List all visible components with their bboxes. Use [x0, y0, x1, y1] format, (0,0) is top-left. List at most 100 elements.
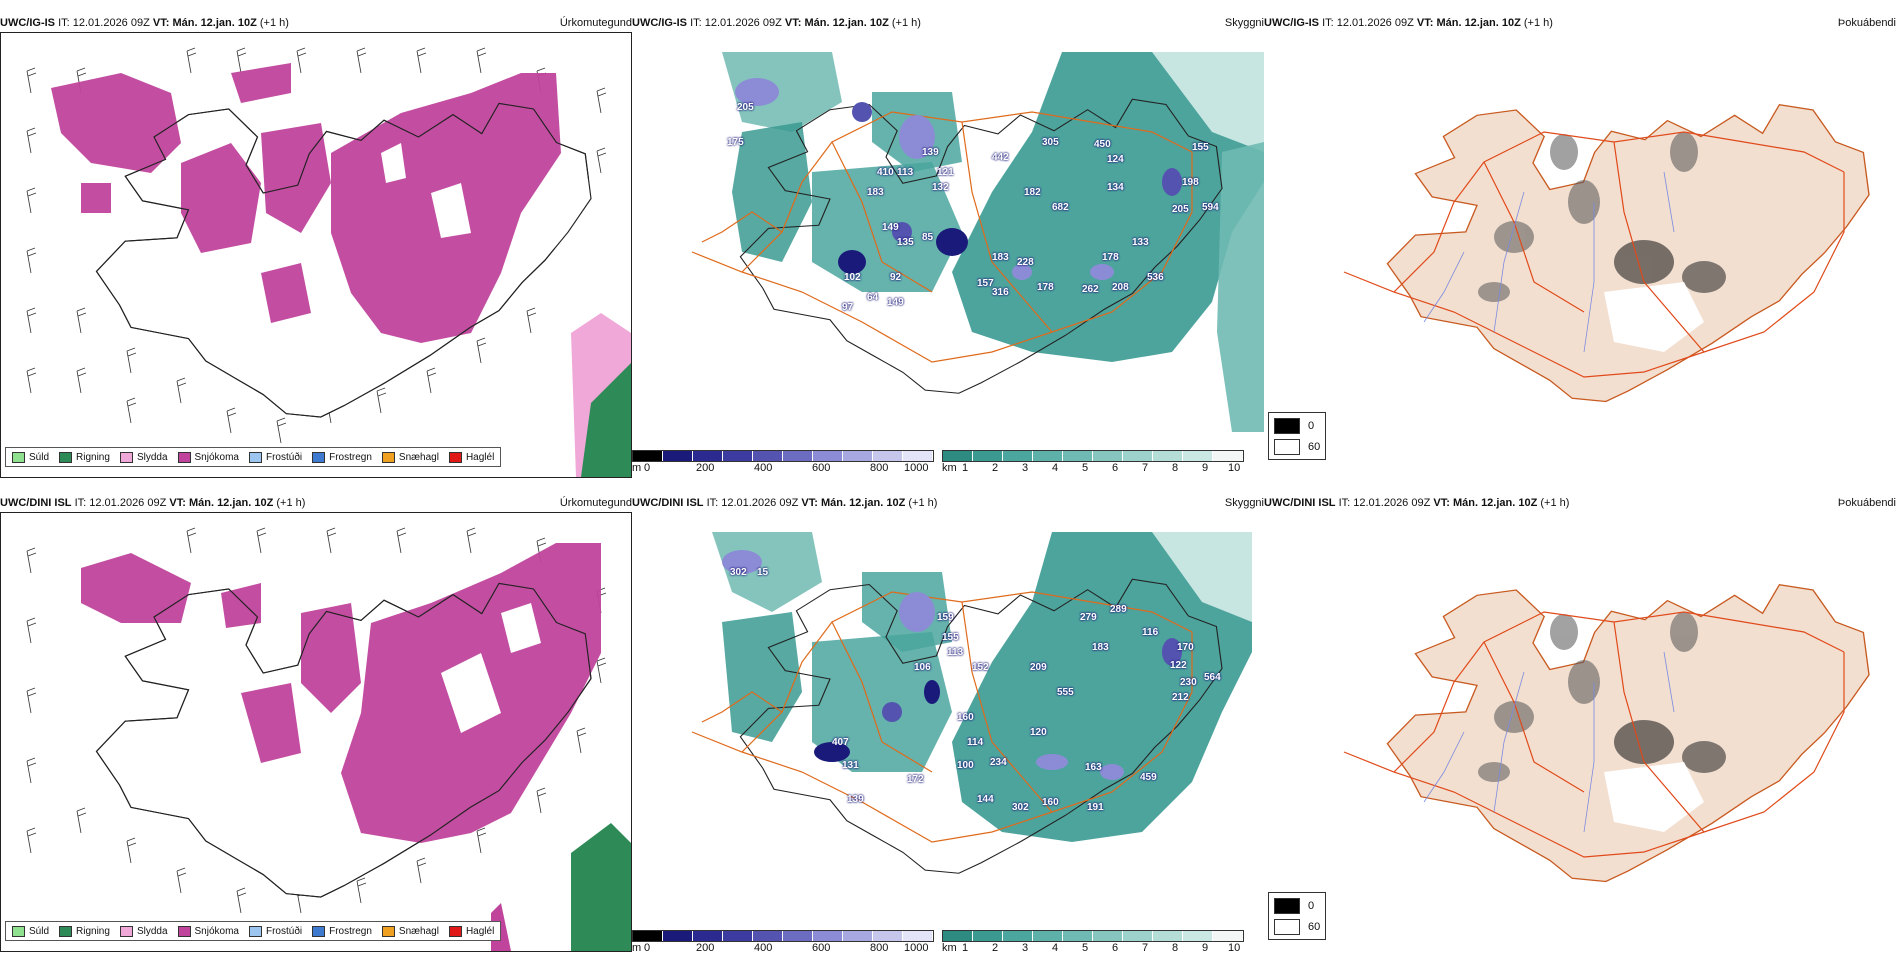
- river-network: [1423, 171, 1675, 353]
- legend-label: 0: [1308, 900, 1315, 912]
- cloudbase-label: 139: [847, 794, 864, 805]
- valid-time: Mán. 12.jan. 10Z: [188, 497, 274, 509]
- cloudbase-label: 182: [1024, 187, 1041, 198]
- road-network: [1343, 611, 1845, 858]
- init-time-label: IT:: [690, 17, 702, 29]
- cloudbase-label: 152: [972, 662, 989, 673]
- forecast-step: (+1 h): [1540, 497, 1570, 509]
- panel-header: UWC/DINI ISL IT: 12.01.2026 09Z VT: Mán.…: [632, 494, 1264, 512]
- legend-swatch: [119, 451, 133, 463]
- cloudbase-label: 191: [1087, 802, 1104, 813]
- legend-swatch: [1274, 919, 1300, 935]
- visibility-tick: 3: [1022, 942, 1029, 954]
- cloudbase-label: 175: [727, 137, 744, 148]
- cloudbase-label: 230: [1180, 677, 1197, 688]
- cloudbase-label: 102: [844, 272, 861, 283]
- legend-swatch: [448, 451, 462, 463]
- fog-legend-top: 0 60: [1268, 412, 1326, 460]
- cloudbase-label: 113: [947, 647, 964, 658]
- init-time-label: IT:: [1322, 17, 1334, 29]
- visibility-tick: 8: [1172, 942, 1179, 954]
- cloudbase-label: 208: [1112, 282, 1129, 293]
- cloudbase-label: 133: [1132, 237, 1149, 248]
- legend-item-sudl: Súld: [12, 925, 50, 937]
- model-name: UWC/DINI ISL: [632, 497, 704, 509]
- legend-label: Súld: [29, 451, 50, 463]
- cloudbase-label: 170: [1177, 642, 1194, 653]
- valid-time-label: VT:: [169, 497, 186, 509]
- valid-time: Mán. 12.jan. 10Z: [804, 17, 889, 29]
- panel-title: Úrkomutegund: [559, 497, 632, 509]
- legend-label: 60: [1308, 921, 1321, 933]
- visibility-tick: 5: [1082, 942, 1089, 954]
- valid-time: Mán. 12.jan. 10Z: [172, 17, 257, 29]
- precip-type-map-svg: [26, 47, 631, 477]
- cloudbase-label: 122: [1170, 660, 1187, 671]
- cloudbase-scale: m 0 200 400 600 800 1000: [632, 930, 942, 960]
- snow-gaps: [441, 603, 541, 733]
- visibility-tick: 4: [1052, 462, 1059, 474]
- legend-swatch: [12, 451, 25, 463]
- legend-item-snaehagl: Snæhagl: [381, 925, 439, 937]
- forecast-step: (+1 h): [908, 497, 938, 509]
- legend-label: Rigning: [76, 451, 110, 463]
- forecast-step: (+1 h): [259, 17, 289, 29]
- legend-label: Frostúði: [265, 925, 303, 937]
- legend-label: Slydda: [136, 451, 168, 463]
- init-time: 12.01.2026 09Z: [72, 17, 150, 29]
- cloudbase-label: 92: [890, 272, 902, 283]
- legend-swatch: [119, 925, 133, 937]
- cloudbase-label: 64: [867, 292, 879, 303]
- model-name: UWC/IG-IS: [0, 17, 55, 29]
- panel-title: Skyggni: [1224, 497, 1264, 509]
- cloudbase-label: 555: [1057, 687, 1074, 698]
- precip-type-panel-top: UWC/IG-IS IT: 12.01.2026 09Z VT: Mán. 12…: [0, 14, 632, 494]
- fog-index-map-svg: [1343, 584, 1870, 883]
- cloudbase-label: 144: [977, 794, 994, 805]
- road-network: [1343, 131, 1845, 378]
- visibility-tick: 10: [1228, 942, 1241, 954]
- cloudbase-label: 159: [937, 612, 954, 623]
- init-time: 12.01.2026 09Z: [89, 497, 167, 509]
- init-time: 12.01.2026 09Z: [1353, 497, 1431, 509]
- visibility-map-svg: [691, 52, 1264, 432]
- cloudbase-label: 157: [977, 278, 994, 289]
- valid-time-label: VT:: [152, 17, 170, 29]
- init-time: 12.01.2026 09Z: [1336, 17, 1414, 29]
- rain-area: [571, 823, 631, 951]
- road-network: [691, 111, 1193, 363]
- cloudbase-colorbar: [632, 930, 934, 942]
- cloudbase-labels-top: 205 175 410 183 113 139 121 132 442 305 450 124 182 6…: [632, 32, 1264, 432]
- cloudbase-label: 97: [842, 302, 854, 313]
- legend-item-haglel: Haglél: [448, 925, 494, 937]
- fog-index-panel-top: UWC/IG-IS IT: 12.01.2026 09Z VT: Mán. 12…: [1264, 14, 1896, 494]
- visibility-scale: km 1 2 3 4 5 6 7 8 9 10: [942, 930, 1252, 960]
- legend-label: Snæhagl: [398, 451, 439, 463]
- valid-time-label: VT:: [1433, 497, 1450, 509]
- cloudbase-label: 114: [967, 737, 984, 748]
- cloudbase-tick: 1000: [904, 942, 929, 954]
- cloudbase-label: 442: [992, 152, 1009, 163]
- legend-label: Frostregn: [329, 451, 372, 463]
- cloudbase-label: 205: [1172, 204, 1189, 215]
- fog-shading: [1478, 612, 1726, 782]
- legend-item-frostudi: Frostúði: [248, 451, 302, 463]
- visibility-tick: 4: [1052, 942, 1059, 954]
- cloudbase-label: 183: [992, 252, 1009, 263]
- legend-item-snjokoma: Snjókoma: [177, 451, 239, 463]
- visibility-map: [632, 512, 1264, 912]
- cloudbase-label: 316: [992, 287, 1009, 298]
- cloudbase-label: 85: [922, 232, 934, 243]
- model-name: UWC/DINI ISL: [0, 497, 72, 509]
- cloudbase-label: 279: [1080, 612, 1097, 623]
- cloudbase-label: 149: [887, 297, 904, 308]
- model-name: UWC/IG-IS: [632, 17, 687, 29]
- legend-label: 60: [1308, 441, 1321, 453]
- legend-label: Súld: [29, 925, 50, 937]
- legend-swatch: [248, 925, 262, 937]
- cloudbase-label: 121: [937, 167, 954, 178]
- legend-item-haglel: Haglél: [448, 451, 494, 463]
- cloudbase-label: 135: [897, 237, 914, 248]
- panel-header: UWC/IG-IS IT: 12.01.2026 09Z VT: Mán. 12…: [1264, 14, 1896, 32]
- cloudbase-label: 450: [1094, 139, 1111, 150]
